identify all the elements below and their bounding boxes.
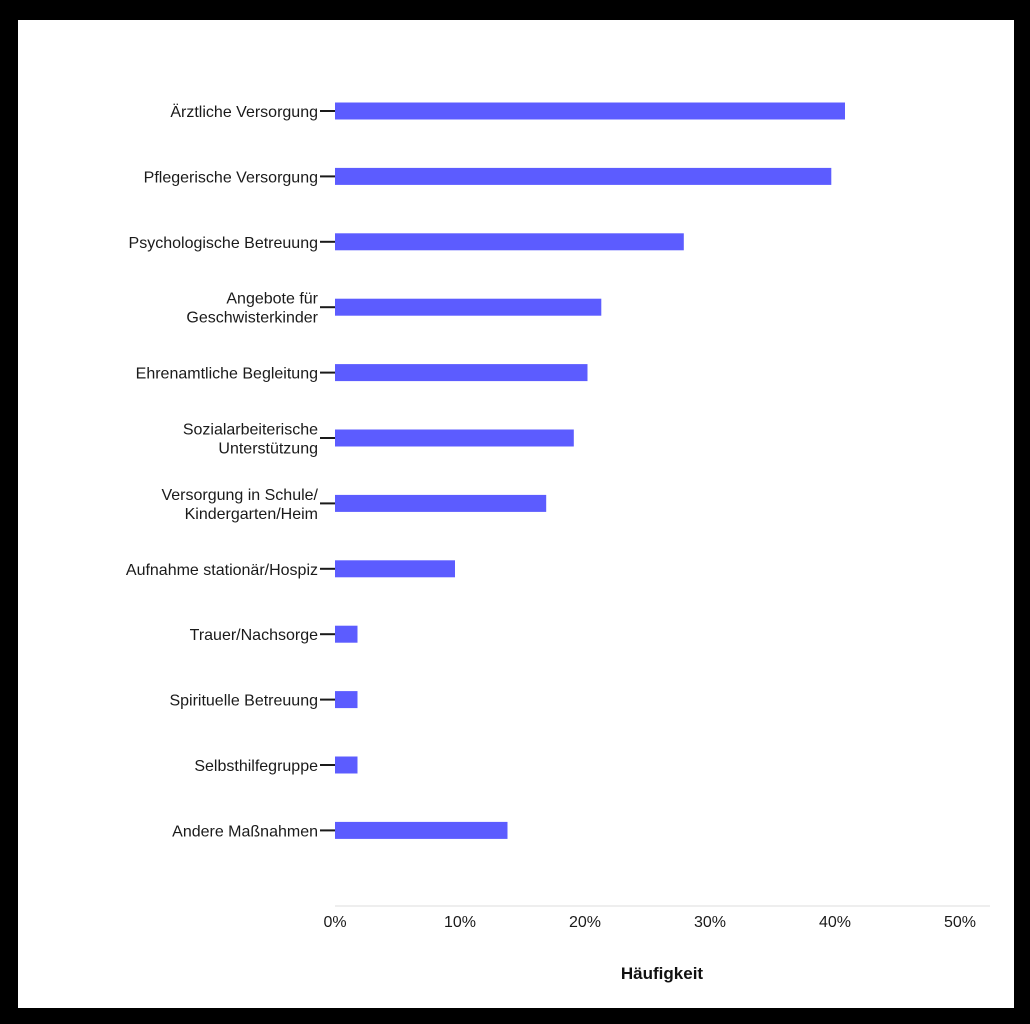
category-label-2: Psychologische Betreuung — [129, 235, 318, 252]
category-label-line: Kindergarten/Heim — [185, 506, 318, 523]
x-axis: 0% 10% 20% 30% 40% 50% — [323, 905, 990, 931]
bars-layer — [335, 102, 845, 839]
x-tick-label: 20% — [569, 914, 601, 931]
category-label-line: Unterstützung — [218, 441, 318, 458]
x-axis-title: Häufigkeit — [621, 964, 704, 983]
category-label-line: Geschwisterkinder — [186, 310, 318, 327]
category-label-6: Versorgung in Schule/Kindergarten/Heim — [161, 487, 318, 523]
category-label-line: Pflegerische Versorgung — [144, 169, 318, 186]
bar-2 — [335, 233, 684, 251]
category-label-3: Angebote für Geschwisterkinder — [186, 291, 318, 327]
category-label-4: Ehrenamtliche Begleitung — [136, 366, 318, 383]
category-label-0: Ärztliche Versorgung — [170, 103, 318, 121]
category-label-10: Selbsthilfegruppe — [194, 758, 318, 775]
x-tick-label: 50% — [944, 914, 976, 931]
category-label-11: Andere Maßnahmen — [172, 823, 318, 840]
category-label-line: Andere Maßnahmen — [172, 823, 318, 840]
category-label-line: Aufnahme stationär/Hospiz — [126, 562, 318, 579]
category-label-5: Sozialarbeiterische Unterstützung — [183, 422, 318, 458]
bar-11 — [335, 821, 508, 839]
x-tick-label: 10% — [444, 914, 476, 931]
category-label-7: Aufnahme stationär/Hospiz — [126, 562, 318, 579]
x-tick-label: 40% — [819, 914, 851, 931]
x-tick-label: 30% — [694, 914, 726, 931]
category-label-line: Psychologische Betreuung — [129, 235, 318, 252]
bar-4 — [335, 364, 588, 382]
category-label-line: Trauer/Nachsorge — [190, 627, 318, 644]
category-label-line: Ärztliche Versorgung — [170, 103, 318, 121]
category-label-line: Selbsthilfegruppe — [194, 758, 318, 775]
category-label-1: Pflegerische Versorgung — [144, 169, 318, 186]
bar-5 — [335, 429, 574, 447]
bar-1 — [335, 167, 832, 185]
category-label-line: Spirituelle Betreuung — [169, 693, 318, 710]
bar-8 — [335, 625, 358, 643]
category-label-9: Spirituelle Betreuung — [169, 693, 318, 710]
category-labels: Ärztliche Versorgung Pflegerische Versorg… — [126, 103, 335, 840]
category-label-line: Angebote für — [226, 291, 318, 308]
bar-0 — [335, 102, 845, 120]
bar-9 — [335, 691, 358, 709]
bar-10 — [335, 756, 358, 774]
x-tick-label: 0% — [323, 914, 346, 931]
category-label-line: Ehrenamtliche Begleitung — [136, 366, 318, 383]
bar-3 — [335, 298, 602, 316]
category-label-line: Sozialarbeiterische — [183, 422, 318, 439]
bar-7 — [335, 560, 455, 578]
bar-6 — [335, 494, 547, 512]
category-label-line: Versorgung in Schule/ — [161, 487, 318, 504]
category-label-8: Trauer/Nachsorge — [190, 627, 318, 644]
